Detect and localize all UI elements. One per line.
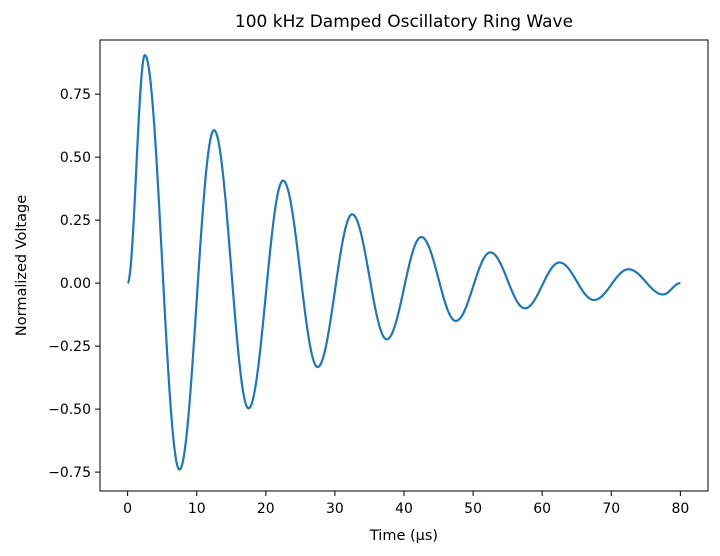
y-tick-label: −0.50 bbox=[48, 402, 91, 418]
y-tick-label: 0.50 bbox=[60, 150, 91, 166]
y-tick-label: −0.25 bbox=[48, 339, 91, 355]
axes-frame bbox=[99, 39, 709, 492]
y-tick-label: −0.75 bbox=[48, 465, 91, 481]
y-tick-label: 0.75 bbox=[60, 87, 91, 103]
y-tick-label: 0.25 bbox=[60, 213, 91, 229]
series-line-0 bbox=[126, 54, 682, 471]
x-tick-label: 10 bbox=[188, 501, 206, 517]
x-tick-label: 80 bbox=[671, 501, 689, 517]
y-tick-label: 0.00 bbox=[60, 276, 91, 292]
x-tick-label: 50 bbox=[464, 501, 482, 517]
x-tick-label: 30 bbox=[326, 501, 344, 517]
x-tick-label: 70 bbox=[602, 501, 620, 517]
x-tick-label: 0 bbox=[123, 501, 132, 517]
x-tick-label: 40 bbox=[395, 501, 413, 517]
plot-area bbox=[126, 54, 682, 471]
y-axis-label: Normalized Voltage bbox=[14, 195, 30, 336]
x-tick-label: 60 bbox=[533, 501, 551, 517]
chart-title: 100 kHz Damped Oscillatory Ring Wave bbox=[235, 12, 573, 32]
x-axis-label: Time (µs) bbox=[369, 528, 438, 544]
y-axis: −0.75 −0.50 −0.25 0.00 0.25 0.50 0.75 bbox=[48, 87, 100, 481]
x-tick-label: 20 bbox=[257, 501, 275, 517]
x-axis: 0 10 20 30 40 50 60 70 80 bbox=[123, 491, 689, 517]
